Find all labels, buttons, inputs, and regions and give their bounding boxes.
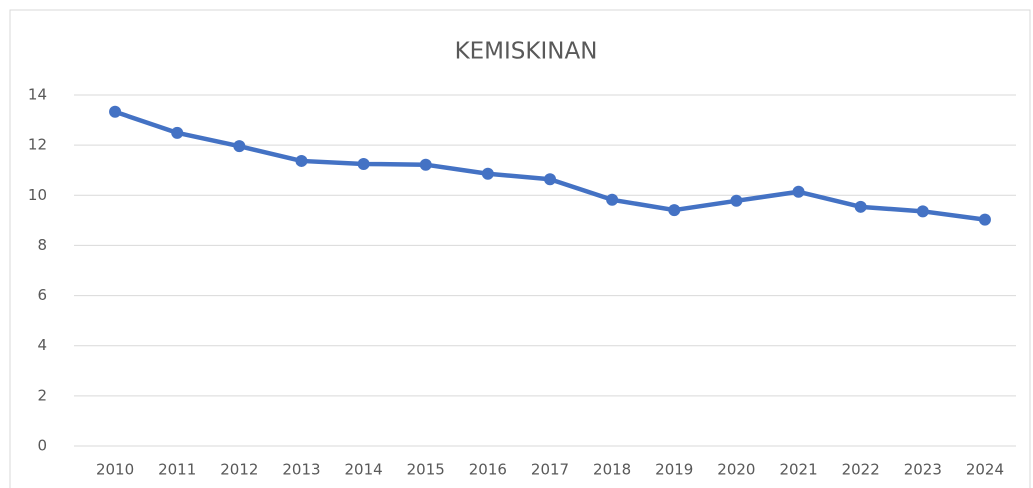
y-tick-label: 2 bbox=[37, 386, 47, 404]
data-point bbox=[295, 154, 308, 167]
data-point bbox=[544, 173, 556, 186]
y-tick-label: 4 bbox=[37, 336, 47, 354]
x-tick-label: 2011 bbox=[158, 461, 196, 479]
y-tick-label: 6 bbox=[37, 286, 47, 304]
chart-frame bbox=[9, 9, 1031, 488]
data-point bbox=[854, 200, 867, 213]
chart-title: KEMISKINAN bbox=[455, 39, 598, 65]
y-tick-label: 14 bbox=[28, 86, 47, 104]
x-tick-label: 2019 bbox=[655, 461, 693, 479]
x-tick-label: 2017 bbox=[531, 461, 569, 479]
x-tick-label: 2018 bbox=[593, 461, 631, 479]
x-tick-label: 2015 bbox=[407, 461, 445, 479]
y-tick-label: 10 bbox=[28, 186, 47, 204]
y-tick-label: 0 bbox=[37, 437, 47, 455]
x-tick-label: 2022 bbox=[842, 461, 880, 479]
data-point bbox=[419, 158, 432, 171]
data-point bbox=[668, 204, 681, 217]
x-tick-label: 2024 bbox=[966, 461, 1004, 479]
data-point bbox=[109, 105, 122, 118]
data-point bbox=[481, 167, 494, 180]
x-tick-label: 2014 bbox=[345, 461, 383, 479]
data-point bbox=[916, 205, 929, 218]
data-point bbox=[730, 194, 743, 207]
data-point bbox=[233, 140, 246, 153]
x-tick-label: 2021 bbox=[779, 461, 817, 479]
y-tick-label: 12 bbox=[28, 136, 47, 154]
x-tick-label: 2013 bbox=[282, 461, 320, 479]
data-point bbox=[357, 157, 370, 170]
x-tick-label: 2023 bbox=[904, 461, 942, 479]
x-tick-label: 2010 bbox=[96, 461, 134, 479]
y-tick-label: 8 bbox=[37, 236, 47, 254]
data-point bbox=[792, 185, 805, 198]
data-point bbox=[606, 193, 619, 206]
data-point bbox=[978, 213, 991, 226]
x-tick-label: 2016 bbox=[469, 461, 507, 479]
data-point bbox=[171, 126, 184, 139]
x-tick-label: 2020 bbox=[717, 461, 755, 479]
x-tick-label: 2012 bbox=[220, 461, 258, 479]
